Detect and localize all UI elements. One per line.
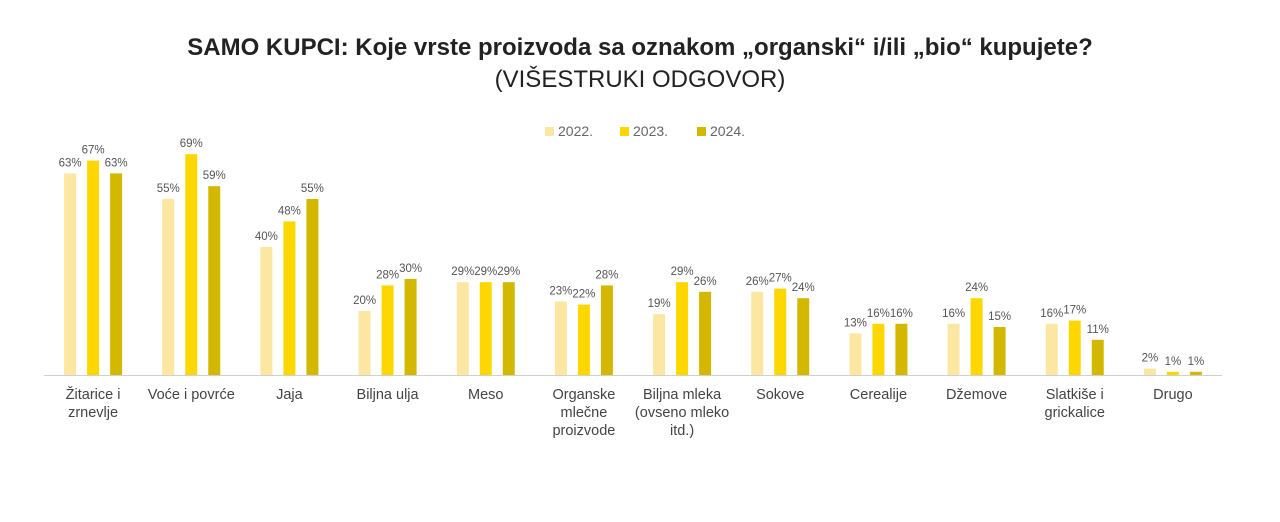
data-label-drugo-2024: 1% bbox=[1188, 356, 1205, 368]
data-label-cerealije-2024: 16% bbox=[890, 308, 913, 320]
data-label-zitarice-i-zrnevlje-2024: 63% bbox=[105, 157, 128, 169]
bar-meso-2022 bbox=[456, 282, 469, 375]
bar-voce-i-povrce-2022 bbox=[162, 199, 175, 375]
bar-slatkise-i-grickalice-2022 bbox=[1045, 323, 1058, 375]
chart-title: SAMO KUPCI: Koje vrste proizvoda sa ozna… bbox=[187, 34, 1093, 61]
data-label-sokove-2022: 26% bbox=[746, 276, 769, 288]
data-label-sokove-2023: 27% bbox=[769, 273, 792, 285]
legend-label-2024: 2024. bbox=[710, 123, 745, 139]
data-label-organske-mlecne-proizvode-2024: 28% bbox=[595, 269, 618, 281]
bar-drugo-2023 bbox=[1166, 371, 1179, 375]
bar-drugo-2022 bbox=[1143, 368, 1156, 375]
legend-swatch-2024 bbox=[697, 127, 706, 136]
category-label-jaja: Jaja bbox=[276, 387, 304, 403]
bar-jaja-2023 bbox=[283, 221, 296, 375]
legend-swatch-2023 bbox=[620, 127, 629, 136]
data-label-biljna-mleka-ovseno-mleko-itd-2022: 19% bbox=[648, 298, 671, 310]
category-label-slatkise-i-grickalice: Slatkiše i grickalice bbox=[1045, 387, 1105, 421]
data-label-slatkise-i-grickalice-2023: 17% bbox=[1063, 305, 1086, 317]
data-label-zitarice-i-zrnevlje-2022: 63% bbox=[59, 157, 82, 169]
bar-jaja-2022 bbox=[260, 247, 273, 375]
category-label-drugo: Drugo bbox=[1153, 387, 1193, 403]
data-label-organske-mlecne-proizvode-2023: 22% bbox=[572, 289, 595, 301]
category-label-organske-mlecne-proizvode: Organske mlečne proizvode bbox=[552, 387, 615, 439]
data-label-zitarice-i-zrnevlje-2023: 67% bbox=[82, 145, 105, 157]
bar-zitarice-i-zrnevlje-2024 bbox=[110, 173, 123, 375]
data-label-biljna-ulja-2024: 30% bbox=[399, 263, 422, 275]
bar-dzemove-2024 bbox=[993, 327, 1006, 375]
legend-label-2022: 2022. bbox=[558, 123, 593, 139]
data-label-biljna-mleka-ovseno-mleko-itd-2024: 26% bbox=[694, 276, 717, 288]
bar-dzemove-2023 bbox=[970, 298, 983, 375]
category-label-biljna-mleka-ovseno-mleko-itd: Biljna mleka (ovseno mleko itd.) bbox=[635, 387, 729, 439]
bar-zitarice-i-zrnevlje-2023 bbox=[87, 160, 100, 375]
bar-organske-mlecne-proizvode-2022 bbox=[554, 301, 567, 375]
data-label-slatkise-i-grickalice-2024: 11% bbox=[1087, 324, 1109, 336]
bar-sokove-2023 bbox=[774, 288, 787, 375]
bar-organske-mlecne-proizvode-2024 bbox=[600, 285, 613, 375]
data-label-biljna-ulja-2022: 20% bbox=[353, 295, 376, 307]
data-label-meso-2022: 29% bbox=[451, 266, 474, 278]
category-label-cerealije: Cerealije bbox=[850, 387, 907, 403]
data-label-cerealije-2023: 16% bbox=[867, 308, 890, 320]
bar-meso-2023 bbox=[479, 282, 492, 375]
data-label-jaja-2022: 40% bbox=[255, 231, 278, 243]
data-label-cerealije-2022: 13% bbox=[844, 317, 867, 329]
bar-organske-mlecne-proizvode-2023 bbox=[577, 304, 590, 375]
data-label-sokove-2024: 24% bbox=[792, 282, 815, 294]
category-label-zitarice-i-zrnevlje: Žitarice i zrnevlje bbox=[66, 386, 121, 421]
data-label-biljna-ulja-2023: 28% bbox=[376, 269, 399, 281]
data-label-voce-i-povrce-2024: 59% bbox=[203, 170, 226, 182]
data-label-biljna-mleka-ovseno-mleko-itd-2023: 29% bbox=[671, 266, 694, 278]
bar-slatkise-i-grickalice-2024 bbox=[1091, 339, 1104, 375]
bar-biljna-ulja-2023 bbox=[381, 285, 394, 375]
data-label-dzemove-2022: 16% bbox=[942, 308, 965, 320]
bar-sokove-2024 bbox=[797, 298, 810, 375]
data-label-dzemove-2023: 24% bbox=[965, 282, 988, 294]
data-label-organske-mlecne-proizvode-2022: 23% bbox=[549, 285, 572, 297]
data-label-voce-i-povrce-2023: 69% bbox=[180, 138, 203, 150]
bar-biljna-mleka-ovseno-mleko-itd-2024 bbox=[699, 291, 712, 375]
data-label-meso-2024: 29% bbox=[497, 266, 520, 278]
category-label-dzemove: Džemove bbox=[946, 387, 1007, 403]
data-label-voce-i-povrce-2022: 55% bbox=[157, 183, 180, 195]
bar-biljna-mleka-ovseno-mleko-itd-2023 bbox=[676, 282, 689, 375]
bar-sokove-2022 bbox=[751, 291, 764, 375]
bar-voce-i-povrce-2024 bbox=[208, 186, 221, 375]
bar-cerealije-2022 bbox=[849, 333, 862, 375]
chart-subtitle: (VIŠESTRUKI ODGOVOR) bbox=[494, 66, 786, 93]
bar-jaja-2024 bbox=[306, 199, 319, 375]
bar-slatkise-i-grickalice-2023 bbox=[1068, 320, 1081, 375]
category-label-meso: Meso bbox=[468, 387, 503, 403]
category-label-sokove: Sokove bbox=[756, 387, 804, 403]
bar-meso-2024 bbox=[502, 282, 515, 375]
bar-cerealije-2024 bbox=[895, 323, 908, 375]
category-label-voce-i-povrce: Voće i povrće bbox=[148, 387, 235, 403]
category-label-biljna-ulja: Biljna ulja bbox=[357, 387, 420, 403]
legend-swatch-2022 bbox=[545, 127, 554, 136]
bar-dzemove-2022 bbox=[947, 323, 960, 375]
data-label-dzemove-2024: 15% bbox=[988, 311, 1011, 323]
bar-cerealije-2023 bbox=[872, 323, 885, 375]
data-label-drugo-2022: 2% bbox=[1142, 353, 1159, 365]
bar-biljna-mleka-ovseno-mleko-itd-2022 bbox=[653, 314, 666, 375]
bar-biljna-ulja-2022 bbox=[358, 311, 371, 375]
bar-zitarice-i-zrnevlje-2022 bbox=[64, 173, 77, 375]
bar-drugo-2024 bbox=[1189, 371, 1202, 375]
legend-label-2023: 2023. bbox=[633, 123, 668, 139]
data-label-jaja-2024: 55% bbox=[301, 183, 324, 195]
bar-biljna-ulja-2024 bbox=[404, 279, 417, 375]
data-label-meso-2023: 29% bbox=[474, 266, 497, 278]
data-label-drugo-2023: 1% bbox=[1165, 356, 1182, 368]
data-label-jaja-2023: 48% bbox=[278, 205, 301, 217]
bar-voce-i-povrce-2023 bbox=[185, 154, 198, 375]
data-label-slatkise-i-grickalice-2022: 16% bbox=[1040, 308, 1063, 320]
